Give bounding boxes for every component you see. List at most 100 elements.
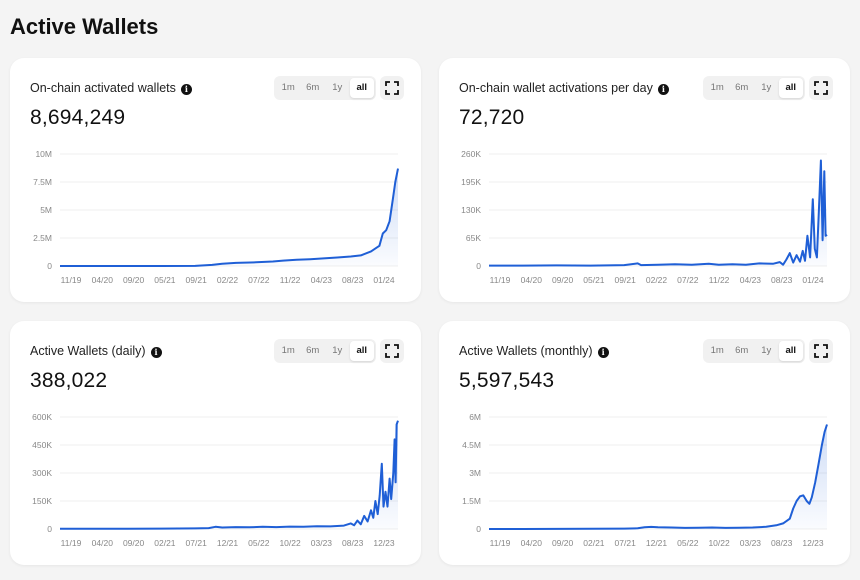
x-tick-label: 07/21 (186, 538, 208, 548)
y-tick-label: 10M (35, 149, 52, 159)
card-title-text: Active Wallets (daily) (30, 344, 146, 358)
card-title: On-chain wallet activations per day i (459, 81, 669, 95)
card-value: 8,694,249 (30, 106, 126, 129)
y-tick-label: 3M (469, 468, 481, 478)
expand-icon (385, 81, 399, 95)
x-tick-label: 09/20 (123, 275, 145, 285)
range-button-1m[interactable]: 1m (710, 345, 724, 356)
x-tick-label: 02/21 (154, 538, 176, 548)
x-tick-label: 04/23 (311, 275, 333, 285)
x-tick-label: 09/21 (186, 275, 208, 285)
x-tick-label: 01/24 (802, 275, 824, 285)
chart: 0 65K 130K 195K 260K 11/19 04/20 09/20 05/21 09/2… (461, 149, 828, 285)
y-tick-label: 0 (47, 524, 52, 534)
range-selector: 1m 6m 1y all (703, 339, 805, 363)
range-button-6m[interactable]: 6m (735, 82, 749, 93)
y-tick-label: 600K (32, 412, 52, 422)
range-selector: 1m 6m 1y all (274, 339, 376, 363)
x-tick-label: 01/24 (373, 275, 395, 285)
chart: 0 150K 300K 450K 600K 11/19 04/20 09/20 02/21 07/… (32, 412, 399, 548)
y-tick-label: 150K (32, 496, 52, 506)
card-title-text: On-chain activated wallets (30, 81, 176, 95)
x-tick-label: 08/23 (771, 538, 793, 548)
x-tick-label: 09/21 (615, 275, 637, 285)
series-area (60, 168, 398, 266)
range-button-all[interactable]: all (349, 78, 374, 98)
expand-button[interactable] (380, 76, 404, 100)
y-tick-label: 300K (32, 468, 52, 478)
card-title: Active Wallets (monthly) i (459, 344, 609, 358)
y-tick-label: 1.5M (462, 496, 481, 506)
x-tick-label: 08/23 (342, 275, 364, 285)
range-button-1y[interactable]: 1y (332, 345, 343, 356)
range-button-1m[interactable]: 1m (710, 82, 724, 93)
x-tick-label: 04/20 (521, 275, 543, 285)
info-icon[interactable]: i (180, 84, 192, 95)
series-line (60, 168, 399, 267)
series-area (489, 160, 827, 266)
y-tick-label: 260K (461, 149, 481, 159)
series-area (60, 420, 398, 529)
info-icon[interactable]: i (150, 347, 162, 358)
y-tick-label: 0 (476, 261, 481, 271)
range-button-6m[interactable]: 6m (306, 345, 320, 356)
card-value: 388,022 (30, 369, 108, 392)
x-tick-label: 09/20 (552, 538, 574, 548)
x-tick-label: 05/22 (677, 538, 699, 548)
x-tick-label: 09/20 (123, 538, 145, 548)
y-tick-label: 65K (466, 233, 481, 243)
x-tick-label: 05/22 (248, 538, 270, 548)
y-tick-label: 7.5M (33, 177, 52, 187)
chart-card-active-wallets-monthly: 0 1.5M 3M 4.5M 6M 11/19 04/20 09/20 02/21 07/21 12… (439, 321, 850, 565)
x-tick-label: 07/21 (615, 538, 637, 548)
card-title: Active Wallets (daily) i (30, 344, 162, 358)
chart-card-wallet-activations: 0 65K 130K 195K 260K 11/19 04/20 09/20 05/21 09/2… (439, 58, 850, 302)
expand-button[interactable] (380, 339, 404, 363)
card-value: 5,597,543 (459, 369, 555, 392)
info-icon[interactable]: i (597, 347, 609, 358)
chart-card-activated-wallets: 0 2.5M 5M 7.5M 10M 11/19 04/20 09/20 05/21 09/21 0… (10, 58, 421, 302)
range-button-1y[interactable]: 1y (761, 82, 772, 93)
series-line (60, 420, 399, 530)
y-tick-label: 2.5M (33, 233, 52, 243)
y-tick-label: 6M (469, 412, 481, 422)
x-tick-label: 12/21 (217, 538, 239, 548)
x-tick-label: 04/20 (521, 538, 543, 548)
y-tick-label: 5M (40, 205, 52, 215)
expand-icon (814, 81, 828, 95)
x-tick-label: 11/19 (490, 275, 511, 285)
range-button-1y[interactable]: 1y (332, 82, 343, 93)
info-icon[interactable]: i (657, 84, 669, 95)
range-button-all[interactable]: all (778, 341, 803, 361)
range-button-6m[interactable]: 6m (735, 345, 749, 356)
range-button-1m[interactable]: 1m (281, 345, 295, 356)
expand-button[interactable] (809, 76, 833, 100)
range-button-all[interactable]: all (349, 341, 374, 361)
expand-button[interactable] (809, 339, 833, 363)
x-tick-label: 11/19 (61, 538, 82, 548)
x-tick-label: 04/20 (92, 275, 114, 285)
card-title-text: On-chain wallet activations per day (459, 81, 653, 95)
y-tick-label: 4.5M (462, 440, 481, 450)
x-tick-label: 05/21 (583, 275, 605, 285)
x-tick-label: 08/23 (771, 275, 793, 285)
x-tick-label: 11/22 (709, 275, 730, 285)
x-tick-label: 10/22 (708, 538, 730, 548)
y-tick-label: 0 (47, 261, 52, 271)
card-title-text: Active Wallets (monthly) (459, 344, 593, 358)
range-button-all[interactable]: all (778, 78, 803, 98)
x-tick-label: 05/21 (154, 275, 176, 285)
range-button-1y[interactable]: 1y (761, 345, 772, 356)
series-area (489, 424, 827, 529)
x-tick-label: 03/23 (740, 538, 762, 548)
range-button-1m[interactable]: 1m (281, 82, 295, 93)
y-tick-label: 0 (476, 524, 481, 534)
y-tick-label: 450K (32, 440, 52, 450)
expand-icon (814, 344, 828, 358)
x-tick-label: 10/22 (279, 538, 301, 548)
x-tick-label: 02/21 (583, 538, 605, 548)
x-tick-label: 12/21 (646, 538, 668, 548)
card-title: On-chain activated wallets i (30, 81, 192, 95)
range-button-6m[interactable]: 6m (306, 82, 320, 93)
page-title: Active Wallets (10, 14, 159, 39)
